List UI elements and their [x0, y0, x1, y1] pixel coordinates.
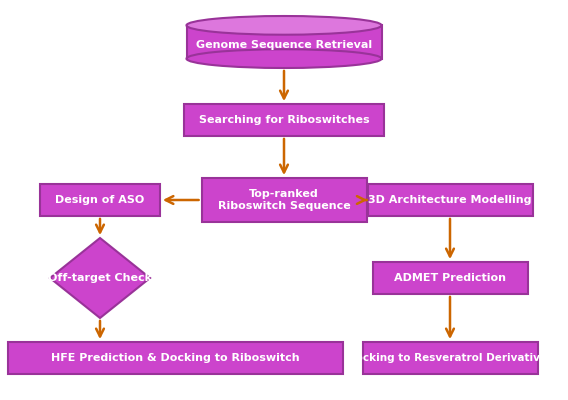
Ellipse shape — [186, 16, 382, 35]
Text: 3D Architecture Modelling: 3D Architecture Modelling — [368, 195, 532, 205]
Text: Off-target Check: Off-target Check — [48, 273, 152, 283]
Text: Docking to Resveratrol Derivatives: Docking to Resveratrol Derivatives — [347, 353, 553, 363]
Text: Searching for Riboswitches: Searching for Riboswitches — [199, 115, 369, 125]
Bar — [373, 262, 528, 294]
Polygon shape — [50, 238, 150, 318]
Text: Top-ranked
Riboswitch Sequence: Top-ranked Riboswitch Sequence — [218, 189, 350, 211]
Bar — [40, 184, 160, 216]
Bar — [7, 342, 343, 374]
Ellipse shape — [186, 49, 382, 68]
Bar — [367, 184, 533, 216]
Bar — [362, 342, 537, 374]
Text: Design of ASO: Design of ASO — [55, 195, 145, 205]
Bar — [184, 104, 384, 136]
Text: Genome Sequence Retrieval: Genome Sequence Retrieval — [196, 40, 372, 50]
Text: ADMET Prediction: ADMET Prediction — [394, 273, 506, 283]
Text: HFE Prediction & Docking to Riboswitch: HFE Prediction & Docking to Riboswitch — [51, 353, 299, 363]
Bar — [186, 25, 382, 59]
Bar — [202, 178, 366, 222]
